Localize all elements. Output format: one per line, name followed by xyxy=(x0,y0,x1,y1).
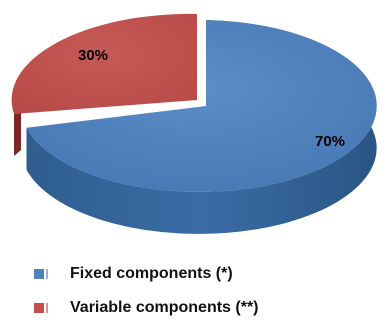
legend-item-fixed: Fixed components (*) xyxy=(34,262,259,286)
legend-item-variable: Variable components (**) xyxy=(34,296,259,320)
slice-label-variable: 30% xyxy=(78,47,108,64)
legend-label-fixed: Fixed components (*) xyxy=(70,265,233,283)
pie-slice-variable-side-cut xyxy=(14,108,21,156)
legend-marker-fixed xyxy=(34,269,44,279)
chart-legend: Fixed components (*) Variable components… xyxy=(34,262,259,330)
pie-chart: 70% 30% xyxy=(0,0,388,250)
legend-label-variable: Variable components (**) xyxy=(70,299,259,317)
slice-label-fixed: 70% xyxy=(315,133,345,150)
legend-marker-variable xyxy=(34,303,44,313)
